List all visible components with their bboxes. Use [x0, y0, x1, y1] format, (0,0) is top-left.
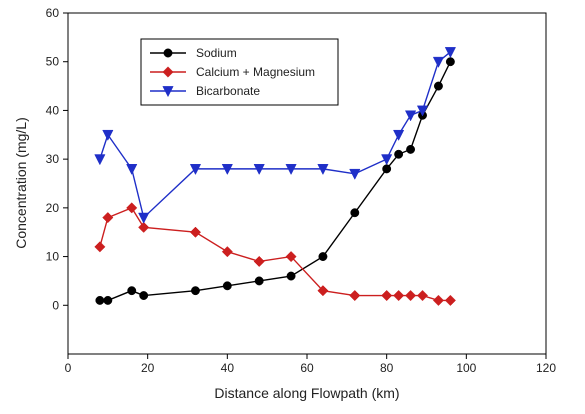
data-point — [189, 226, 202, 238]
data-point — [138, 212, 150, 224]
legend-label: Bicarbonate — [196, 84, 260, 98]
data-point — [94, 154, 106, 166]
data-point — [382, 164, 392, 174]
data-point — [138, 221, 150, 233]
data-point — [416, 289, 429, 302]
data-point — [416, 105, 429, 117]
data-point — [222, 281, 232, 291]
x-tick-label: 120 — [536, 361, 556, 375]
data-point — [221, 164, 233, 176]
data-point — [318, 252, 328, 262]
y-tick-label: 60 — [46, 6, 60, 20]
data-point — [405, 289, 417, 302]
y-axis-title: Concentration (mg/L) — [13, 117, 29, 249]
data-point — [394, 149, 404, 159]
legend: Sodium Calcium + Magnesium Bicarbonate — [140, 38, 339, 106]
data-point — [95, 295, 105, 305]
legend-marker — [162, 66, 174, 78]
data-point — [102, 129, 114, 141]
data-point — [139, 291, 149, 300]
legend-marker — [163, 48, 173, 58]
series-calcium-magnesium — [94, 202, 456, 306]
data-point — [393, 129, 405, 141]
x-axis: 0 20 40 60 80 100 120 — [65, 354, 556, 375]
data-point — [381, 289, 393, 302]
data-point — [253, 164, 265, 176]
data-point — [94, 241, 106, 253]
y-axis: 0 10 20 30 40 50 60 — [46, 6, 68, 312]
data-point — [349, 289, 361, 302]
data-point — [126, 164, 138, 176]
data-point — [103, 295, 113, 305]
x-axis-title: Distance along Flowpath (km) — [214, 385, 399, 401]
data-point — [221, 246, 233, 258]
x-tick-label: 100 — [456, 361, 476, 375]
legend-label: Sodium — [196, 46, 237, 60]
data-point — [317, 285, 329, 297]
y-tick-label: 40 — [46, 103, 60, 117]
y-tick-label: 50 — [46, 55, 60, 69]
data-point — [349, 168, 361, 180]
data-point — [434, 81, 443, 91]
data-point — [393, 289, 405, 302]
series-sodium — [95, 57, 455, 305]
y-tick-label: 0 — [52, 298, 59, 312]
x-tick-label: 80 — [380, 361, 394, 375]
y-tick-label: 20 — [46, 201, 60, 215]
data-point — [253, 255, 265, 267]
series-layer — [94, 47, 457, 306]
data-point — [445, 57, 455, 67]
data-point — [381, 154, 393, 166]
data-point — [285, 164, 297, 176]
x-tick-label: 60 — [300, 361, 314, 375]
data-point — [285, 251, 297, 263]
legend-marker — [162, 86, 174, 98]
x-tick-label: 40 — [221, 361, 235, 375]
data-point — [254, 276, 264, 286]
x-tick-label: 20 — [141, 361, 155, 375]
x-tick-label: 0 — [65, 361, 72, 375]
data-point — [317, 164, 329, 176]
series-line — [99, 61, 452, 302]
data-point — [350, 208, 360, 218]
data-point — [444, 294, 456, 306]
data-point — [432, 294, 445, 306]
y-tick-label: 10 — [46, 250, 60, 264]
data-point — [406, 144, 416, 154]
data-point — [126, 202, 138, 214]
data-point — [432, 56, 445, 68]
series-bicarbonate — [94, 47, 457, 224]
data-point — [191, 286, 200, 296]
data-point — [404, 110, 417, 122]
series-line — [99, 51, 451, 219]
data-point — [286, 271, 296, 281]
data-point — [444, 47, 457, 59]
legend-label: Calcium + Magnesium — [196, 65, 315, 79]
data-point — [102, 212, 114, 224]
data-point — [127, 286, 137, 296]
y-tick-label: 30 — [46, 152, 60, 166]
data-point — [189, 164, 202, 176]
series-line — [99, 206, 451, 302]
